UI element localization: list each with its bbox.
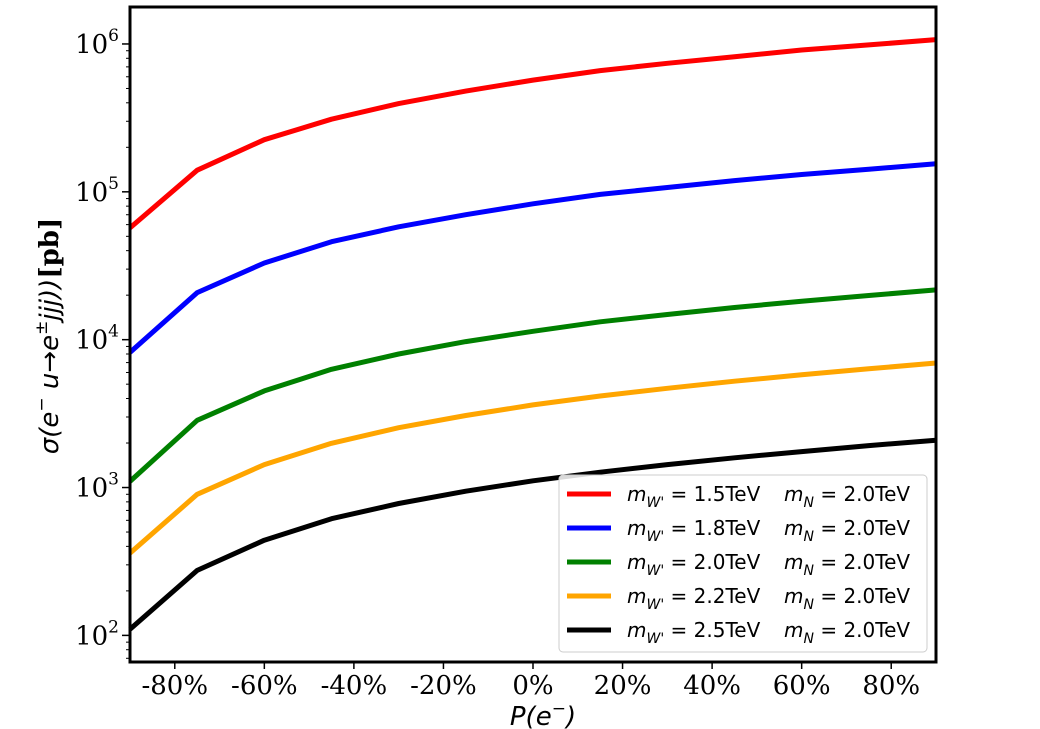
series-line-2 (128, 161, 937, 355)
legend-label-3: mW' = 2.0TeV mN = 2.0TeV (627, 550, 910, 579)
x-tick-label: -80% (141, 671, 208, 701)
y-axis-label: σ(e− u→e±jjj))[pb] (32, 218, 65, 455)
y-tick-label: 102 (75, 617, 119, 651)
series-line-1 (128, 37, 937, 230)
x-tick-label: -60% (231, 671, 298, 701)
legend-box (558, 474, 928, 653)
x-tick-label: -20% (410, 671, 477, 701)
x-ticks: -80% -60% -40% -20% 0% 20% 40% 60% 80% (141, 662, 920, 701)
legend-label-1: mW' = 1.5TeV mN = 2.0TeV (627, 482, 910, 511)
x-tick-label: 60% (773, 671, 831, 701)
x-tick-label: 0% (512, 671, 553, 701)
y-tick-label: 104 (75, 322, 119, 356)
y-tick-label: 106 (75, 26, 119, 60)
series-line-4 (128, 360, 937, 555)
plot-frame (128, 5, 938, 664)
series-line-3 (128, 287, 937, 484)
y-tick-label: 105 (75, 174, 119, 208)
x-tick-label: -40% (321, 671, 388, 701)
series-line-5 (128, 437, 937, 632)
legend-label-4: mW' = 2.2TeV mN = 2.0TeV (627, 584, 910, 613)
x-tick-label: 80% (862, 671, 920, 701)
x-tick-label: 20% (594, 671, 652, 701)
plot-lines (128, 37, 937, 632)
legend-label-5: mW' = 2.5TeV mN = 2.0TeV (627, 618, 910, 647)
x-axis-label: P(e−) (510, 699, 576, 729)
y-ticks: 102 103 104 105 106 (75, 26, 130, 651)
legend-label-2: mW' = 1.8TeV mN = 2.0TeV (627, 516, 910, 545)
y-tick-label: 103 (75, 470, 119, 504)
legend: mW' = 1.5TeV mN = 2.0TeV mW' = 1.8TeV mN = … (558, 474, 928, 653)
x-tick-label: 40% (683, 671, 741, 701)
